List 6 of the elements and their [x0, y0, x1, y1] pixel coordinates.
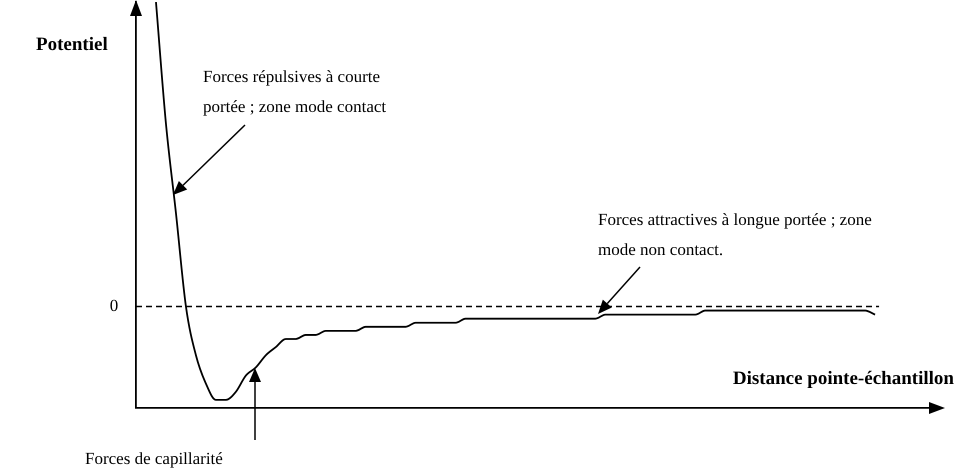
- annotation: Forces répulsives à courte portée ; zone mode contact: [203, 66, 388, 118]
- y-axis-title: Potentiel: [36, 34, 108, 56]
- annotation: Forces attractives à longue portée ; zone mode non contact.: [598, 209, 873, 261]
- x-axis-title: Distance pointe-échantillon: [732, 368, 954, 390]
- ref-line-label: 0: [110, 296, 118, 315]
- text: Forces de capillarité: [85, 448, 224, 468]
